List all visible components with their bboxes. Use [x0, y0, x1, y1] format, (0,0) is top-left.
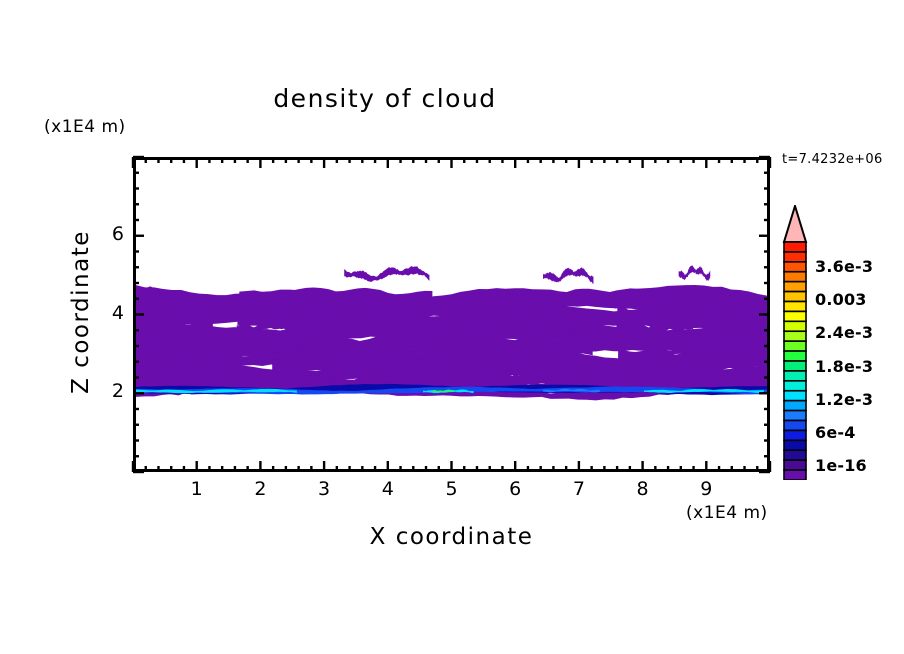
contour-band: [136, 286, 186, 304]
colorbar-swatch: [783, 380, 807, 392]
colorbar-swatch: [783, 409, 807, 422]
colorbar-swatch: [783, 469, 807, 480]
contour-band: [678, 265, 711, 281]
contour-band: [344, 266, 430, 283]
y-tick-label: 6: [111, 222, 124, 245]
contour-band: [539, 359, 723, 377]
contour-band: [136, 360, 226, 375]
colorbar-tick-label: 2.4e-3: [815, 323, 874, 343]
contour-core: [543, 388, 600, 393]
colorbar-swatch: [783, 419, 807, 432]
colorbar-swatch: [783, 399, 807, 412]
contour-band: [540, 334, 737, 348]
y-tick-label: 4: [111, 301, 124, 324]
x-tick-label: 1: [190, 478, 203, 500]
y-tick-label: 2: [111, 380, 124, 403]
colorbar-swatch: [783, 340, 807, 352]
time-annotation: t=7.4232e+06: [782, 152, 883, 167]
colorbar-swatch: [783, 459, 807, 471]
contour-band: [266, 348, 506, 363]
colorbar-swatch: [783, 300, 807, 313]
plot-area: [133, 157, 770, 472]
contour-band: [268, 331, 506, 351]
x-tick-label: 4: [381, 478, 394, 500]
x-tick-label: 3: [318, 478, 331, 500]
colorbar-swatch: [783, 449, 807, 461]
colorbar: [782, 205, 808, 480]
colorbar-swatch: [783, 370, 807, 382]
contour-band: [236, 320, 293, 334]
contour-field: [136, 265, 767, 401]
colorbar-swatch: [783, 429, 807, 442]
contour-band: [136, 348, 250, 361]
contour-band: [417, 354, 560, 373]
colorbar-swatches: [782, 205, 808, 480]
contour-band: [279, 360, 524, 375]
colorbar-swatch: [783, 320, 807, 333]
x-tick-label: 5: [445, 478, 458, 500]
colorbar-tick-label: 6e-4: [815, 423, 856, 442]
colorbar-swatch: [783, 241, 807, 253]
contour-band: [543, 267, 594, 284]
x-tick-label: 8: [636, 478, 649, 500]
page-title: density of cloud: [273, 84, 497, 113]
colorbar-tick-label: 0.003: [815, 290, 867, 310]
x-tick-label: 6: [509, 478, 522, 500]
colorbar-swatch: [783, 280, 807, 293]
x-axis-unit-label: (x1E4 m): [686, 503, 768, 523]
colorbar-swatch: [783, 439, 807, 452]
contour-band: [136, 303, 293, 322]
colorbar-swatch: [783, 270, 807, 283]
colorbar-swatch: [783, 310, 807, 323]
contour-band: [618, 346, 767, 363]
colorbar-swatch: [783, 389, 807, 402]
contour-band: [617, 305, 712, 319]
contour-core: [643, 388, 764, 393]
colorbar-swatch: [783, 251, 807, 263]
colorbar-swatch: [783, 350, 807, 362]
x-axis-title: X coordinate: [369, 524, 534, 550]
contour-band: [239, 287, 433, 304]
colorbar-swatch: [783, 261, 807, 273]
colorbar-swatch: [783, 360, 807, 372]
x-tick-label: 9: [700, 478, 713, 500]
contour-core: [136, 388, 297, 394]
colorbar-tick-label: 1e-16: [815, 456, 867, 476]
x-tick-label: 2: [254, 478, 267, 500]
contour-band: [506, 288, 686, 303]
colorbar-tick-label: 1.2e-3: [815, 389, 874, 409]
colorbar-swatch: [783, 330, 807, 342]
y-axis-unit-label: (x1E4 m): [44, 117, 126, 137]
contour-band: [577, 312, 767, 331]
colorbar-swatch: [783, 290, 807, 303]
contour-band: [614, 300, 752, 313]
contour-band: [371, 303, 575, 322]
colorbar-overflow-arrow: [782, 205, 808, 243]
x-tick-label: 7: [572, 478, 585, 500]
contour-band: [136, 300, 331, 314]
contour-band: [237, 315, 477, 329]
contour-band: [373, 317, 585, 335]
y-axis-title: Z coordinate: [68, 230, 94, 394]
colorbar-tick-label: 1.8e-3: [815, 356, 874, 376]
contour-core-peak: [432, 390, 455, 393]
colorbar-tick-label: 3.6e-3: [815, 257, 874, 276]
contour-band: [616, 318, 694, 334]
